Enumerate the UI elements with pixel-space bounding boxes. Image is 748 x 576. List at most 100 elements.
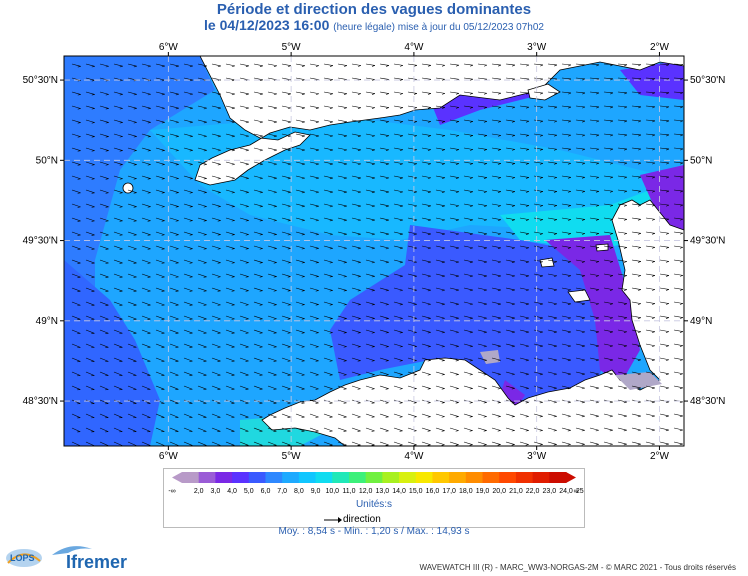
- direction-arrow-head: [581, 205, 585, 207]
- direction-arrow-head: [315, 290, 319, 292]
- direction-arrow-head: [287, 234, 291, 236]
- direction-arrow: [365, 427, 375, 432]
- direction-arrow: [323, 441, 333, 446]
- direction-arrow-head: [147, 164, 151, 166]
- direction-arrow-head: [287, 262, 291, 264]
- direction-arrow: [309, 189, 319, 193]
- direction-arrow-head: [623, 401, 627, 404]
- direction-arrow-head: [343, 416, 347, 418]
- direction-arrow: [211, 329, 221, 334]
- direction-arrow: [575, 147, 585, 150]
- direction-arrow-head: [666, 92, 670, 95]
- direction-arrow: [533, 357, 543, 361]
- direction-arrow: [519, 77, 529, 80]
- direction-arrow: [281, 133, 291, 137]
- direction-arrow: [393, 287, 403, 291]
- direction-arrow-head: [119, 234, 123, 236]
- direction-arrow-head: [680, 204, 684, 207]
- direction-arrow: [337, 217, 347, 221]
- direction-arrow: [673, 63, 684, 65]
- direction-arrow: [239, 175, 249, 179]
- direction-arrow: [673, 217, 683, 220]
- direction-arrow-head: [511, 261, 515, 263]
- direction-arrow-head: [217, 149, 221, 152]
- direction-arrow-head: [680, 106, 684, 109]
- direction-arrow-head: [609, 205, 614, 207]
- legend-swatch: [465, 472, 484, 483]
- direction-arrow-head: [203, 248, 207, 250]
- direction-arrow: [85, 273, 95, 278]
- direction-arrow-head: [161, 262, 165, 264]
- direction-arrow: [211, 385, 221, 390]
- direction-arrow-head: [357, 360, 361, 362]
- direction-arrow: [519, 427, 529, 431]
- direction-arrow-head: [483, 233, 487, 235]
- direction-arrow-head: [666, 120, 670, 123]
- direction-arrow: [547, 119, 557, 122]
- direction-arrow-head: [623, 429, 627, 432]
- direction-arrow-head: [315, 191, 319, 194]
- direction-arrow: [505, 371, 515, 375]
- direction-arrow-head: [609, 359, 613, 362]
- direction-arrow-head: [133, 262, 137, 264]
- direction-arrow: [197, 427, 207, 432]
- direction-arrow-head: [273, 276, 277, 278]
- direction-arrow-head: [427, 121, 431, 123]
- direction-arrow-head: [287, 276, 291, 278]
- direction-arrow-head: [161, 178, 165, 180]
- direction-arrow-head: [105, 178, 109, 180]
- direction-arrow: [85, 77, 95, 81]
- direction-arrow-head: [595, 289, 599, 291]
- direction-arrow: [603, 413, 613, 417]
- direction-arrow-head: [259, 276, 263, 278]
- direction-arrow-head: [371, 304, 375, 306]
- direction-arrow-head: [652, 106, 656, 109]
- direction-arrow-head: [399, 233, 403, 236]
- direction-arrow-head: [371, 219, 375, 222]
- direction-arrow: [393, 217, 403, 221]
- direction-arrow: [239, 63, 249, 67]
- direction-arrow-head: [203, 150, 207, 152]
- legend-unit: Unités:s: [355, 499, 393, 510]
- direction-arrow: [631, 175, 641, 178]
- direction-arrow: [393, 357, 403, 361]
- direction-arrow: [253, 315, 263, 320]
- direction-arrow: [631, 63, 641, 65]
- direction-arrow-head: [217, 276, 221, 278]
- direction-arrow-head: [651, 289, 655, 291]
- direction-arrow: [561, 329, 571, 333]
- direction-arrow: [127, 259, 137, 264]
- direction-arrow-head: [91, 66, 95, 68]
- direction-arrow: [239, 273, 249, 277]
- direction-arrow-head: [357, 346, 361, 348]
- direction-arrow-head: [259, 332, 263, 334]
- direction-arrow: [113, 427, 123, 432]
- direction-arrow: [155, 119, 165, 123]
- direction-arrow-head: [287, 163, 291, 166]
- direction-arrow: [393, 161, 403, 165]
- direction-arrow-head: [147, 192, 151, 194]
- direction-arrow-head: [217, 234, 221, 236]
- direction-arrow-head: [413, 149, 417, 151]
- direction-arrow-head: [175, 65, 179, 68]
- direction-arrow-head: [203, 304, 207, 306]
- direction-arrow: [183, 273, 193, 278]
- direction-arrow-head: [497, 233, 501, 235]
- direction-arrow-head: [455, 233, 459, 236]
- direction-arrow: [253, 161, 263, 165]
- direction-arrow: [603, 441, 613, 445]
- direction-arrow-head: [595, 233, 599, 235]
- direction-arrow: [519, 357, 529, 361]
- direction-arrow: [155, 427, 165, 432]
- direction-arrow: [575, 63, 585, 66]
- direction-arrow: [561, 413, 571, 417]
- direction-arrow: [379, 189, 389, 193]
- direction-arrow: [85, 175, 95, 180]
- direction-arrow: [113, 147, 123, 151]
- direction-arrow: [533, 315, 543, 319]
- direction-arrow-head: [539, 387, 543, 390]
- direction-arrow: [225, 301, 235, 306]
- direction-arrow-head: [595, 429, 599, 432]
- direction-arrow-head: [679, 317, 683, 319]
- direction-arrow-head: [610, 64, 614, 67]
